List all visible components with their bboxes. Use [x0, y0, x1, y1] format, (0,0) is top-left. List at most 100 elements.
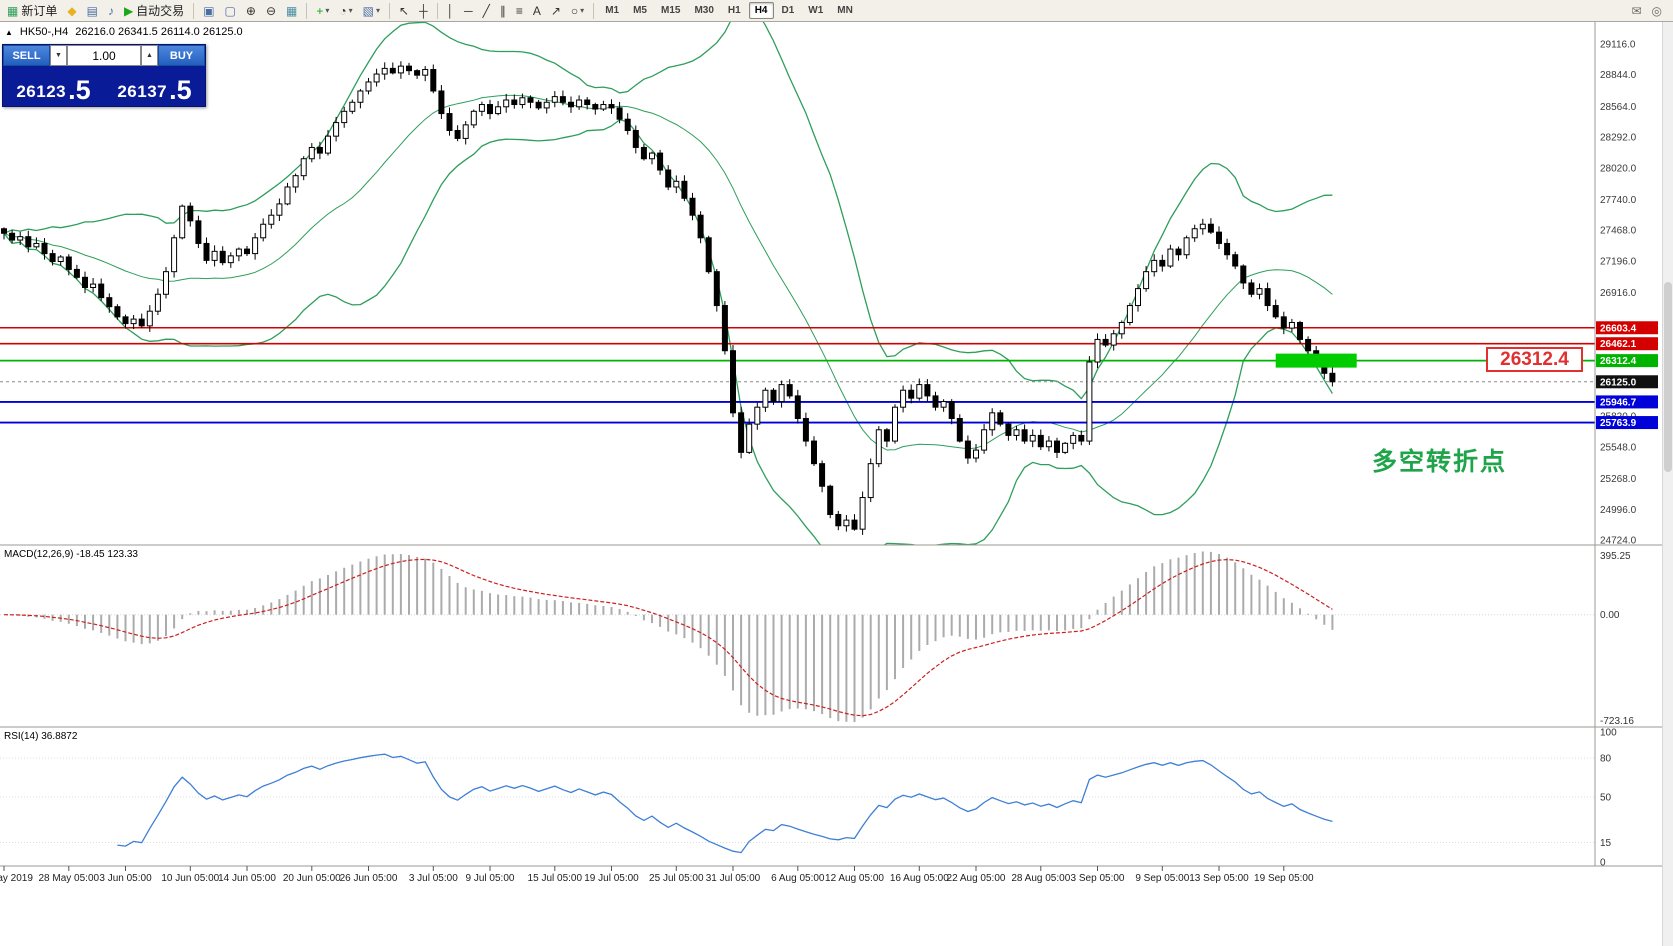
fibonacci-icon: ≡ [515, 3, 523, 18]
templates-button[interactable]: ▧ ▾ [359, 1, 384, 21]
svg-text:15: 15 [1600, 838, 1612, 849]
autotrading-button[interactable]: ▶ 自动交易 [120, 1, 188, 21]
svg-text:26462.1: 26462.1 [1600, 339, 1637, 350]
periods-button[interactable]: ◔ ▾ [335, 1, 356, 21]
bollinger-upper-band [3, 22, 1333, 400]
chat-icon[interactable]: ✉ [1627, 1, 1645, 21]
text-label-icon[interactable]: A [529, 1, 545, 21]
vertical-scrollbar[interactable] [1662, 22, 1673, 946]
volume-decrement-button[interactable]: ▼ [50, 45, 67, 66]
sound-alert-icon[interactable]: ♪ [104, 1, 118, 21]
timeframe-h1[interactable]: H1 [727, 5, 741, 16]
price-line-tag [1596, 321, 1658, 335]
tile-windows-icon: ▣ [203, 3, 215, 18]
equidistant-channel-icon[interactable]: ∥ [496, 1, 510, 21]
time-axis-label: 13 Sep 05:00 [1189, 873, 1249, 884]
main-chart-area [0, 22, 1595, 545]
fibonacci-icon[interactable]: ≡ [512, 1, 527, 21]
metaeditor-icon[interactable]: ◆ [63, 1, 80, 21]
tile-windows-icon[interactable]: ▣ [199, 1, 218, 21]
templates-button: ▧ [362, 3, 374, 18]
time-axis-label: 15 Jul 05:00 [528, 873, 583, 884]
indicators-button[interactable]: + ▾ [312, 1, 333, 21]
timeframe-h4[interactable]: H4 [748, 2, 774, 19]
toolbar-separator [436, 2, 438, 19]
price-line-tag [1596, 395, 1658, 409]
buy-button[interactable]: BUY [158, 45, 205, 66]
svg-text:100: 100 [1600, 728, 1617, 739]
sell-button[interactable]: SELL [3, 45, 50, 66]
volume-input[interactable] [67, 45, 141, 66]
time-axis-label: 14 Jun 05:00 [218, 873, 276, 884]
vertical-line-icon[interactable]: │ [443, 1, 459, 21]
zoom-in-icon[interactable]: ⊕ [242, 1, 260, 21]
crosshair-icon[interactable]: ┼ [415, 1, 432, 21]
svg-text:27740.0: 27740.0 [1600, 195, 1637, 206]
community-icon[interactable]: ◎ [1648, 1, 1666, 21]
time-axis-label: 12 Aug 05:00 [825, 873, 884, 884]
toolbar-separator [193, 2, 195, 19]
timeframe-d1[interactable]: D1 [781, 5, 795, 16]
new-chart-icon[interactable]: ▢ [221, 1, 240, 21]
equidistant-channel-icon: ∥ [499, 3, 506, 18]
time-axis-label: 9 Jul 05:00 [466, 873, 515, 884]
new-chart-icon: ▢ [224, 3, 236, 18]
timeframe-m30[interactable]: M30 [694, 5, 714, 16]
market-watch-icon[interactable]: ▤ [83, 1, 102, 21]
symbol-collapse-icon: ▲ [5, 27, 13, 37]
shapes-button[interactable]: ○ ▾ [567, 1, 588, 21]
svg-text:-723.16: -723.16 [1600, 716, 1634, 727]
svg-text:29116.0: 29116.0 [1600, 40, 1636, 51]
toolbar-separator [593, 2, 595, 19]
time-axis-label: 9 Sep 05:00 [1135, 873, 1189, 884]
auto-scroll-icon[interactable]: ▦ [282, 1, 301, 21]
ohlc-values: 26216.0 26341.5 26114.0 26125.0 [75, 26, 243, 38]
new-order-button[interactable]: ▦ 新订单 [3, 1, 61, 21]
scrollbar-thumb[interactable] [1664, 282, 1672, 472]
cursor-icon[interactable]: ↖ [395, 1, 413, 21]
one-click-trading-panel: SELL ▼ ▲ BUY 26123 .5 26137 .5 [2, 44, 206, 107]
svg-text:395.25: 395.25 [1600, 551, 1631, 562]
macd-panel [0, 551, 1595, 722]
volume-increment-button[interactable]: ▲ [141, 45, 158, 66]
price-callout-label: 26312.4 [1486, 347, 1583, 372]
svg-text:28844.0: 28844.0 [1600, 70, 1637, 81]
time-axis-label: 16 Aug 05:00 [890, 873, 949, 884]
zoom-out-icon[interactable]: ⊖ [262, 1, 280, 21]
svg-text:0: 0 [1600, 858, 1606, 869]
chevron-down-icon: ▾ [580, 6, 585, 15]
sell-price-frac: .5 [68, 75, 91, 106]
timeframe-m1[interactable]: M1 [605, 5, 620, 16]
horizontal-line-icon[interactable]: ─ [460, 1, 477, 21]
svg-text:25946.7: 25946.7 [1600, 397, 1637, 408]
new-order-button-label: 新订单 [21, 4, 58, 18]
sell-price-main: 26123 [16, 82, 67, 101]
time-axis-label: 3 Jun 05:00 [99, 873, 152, 884]
svg-text:26312.4: 26312.4 [1600, 356, 1637, 367]
svg-text:50: 50 [1600, 793, 1612, 804]
timeframe-m5[interactable]: M5 [633, 5, 647, 16]
crosshair-icon: ┼ [419, 3, 428, 18]
sell-price-display: 26123 .5 [3, 66, 104, 106]
auto-scroll-icon: ▦ [286, 3, 298, 18]
highlight-zone [1275, 353, 1357, 368]
time-axis-label: 28 May 05:00 [38, 873, 99, 884]
arrow-tool-icon[interactable]: ↗ [547, 1, 565, 21]
timeframe-m15[interactable]: M15 [661, 5, 681, 16]
trendline-icon[interactable]: ╱ [479, 1, 494, 21]
horizontal-line-icon: ─ [464, 3, 473, 18]
svg-text:26603.4: 26603.4 [1600, 323, 1637, 334]
time-axis-label: 3 Jul 05:00 [409, 873, 458, 884]
svg-text:25548.0: 25548.0 [1600, 442, 1637, 453]
chevron-down-icon: ▾ [348, 6, 353, 15]
vertical-line-icon: │ [446, 3, 455, 18]
timeframe-w1[interactable]: W1 [808, 5, 824, 16]
toolbar-buttons: ▦ 新订单 ◆ ▤ ♪ ▶ 自动交易 ▣ ▢ ⊕ ⊖ ▦ + ▾ ◔ ▾ ▧ ▾ ↖ ┼ │ ─ ╱ ∥ ≡ A ↗ ○ ▾ [2, 1, 598, 21]
price-line-tag [1596, 354, 1658, 368]
timeframe-mn[interactable]: MN [837, 5, 853, 16]
zoom-out-icon: ⊖ [265, 3, 276, 18]
svg-text:27468.0: 27468.0 [1600, 226, 1637, 237]
price-line-tags: 26603.4 26462.1 26312.4 26125.0 25946.7 25763… [1596, 321, 1658, 430]
time-axis-label: 3 Sep 05:00 [1071, 873, 1125, 884]
